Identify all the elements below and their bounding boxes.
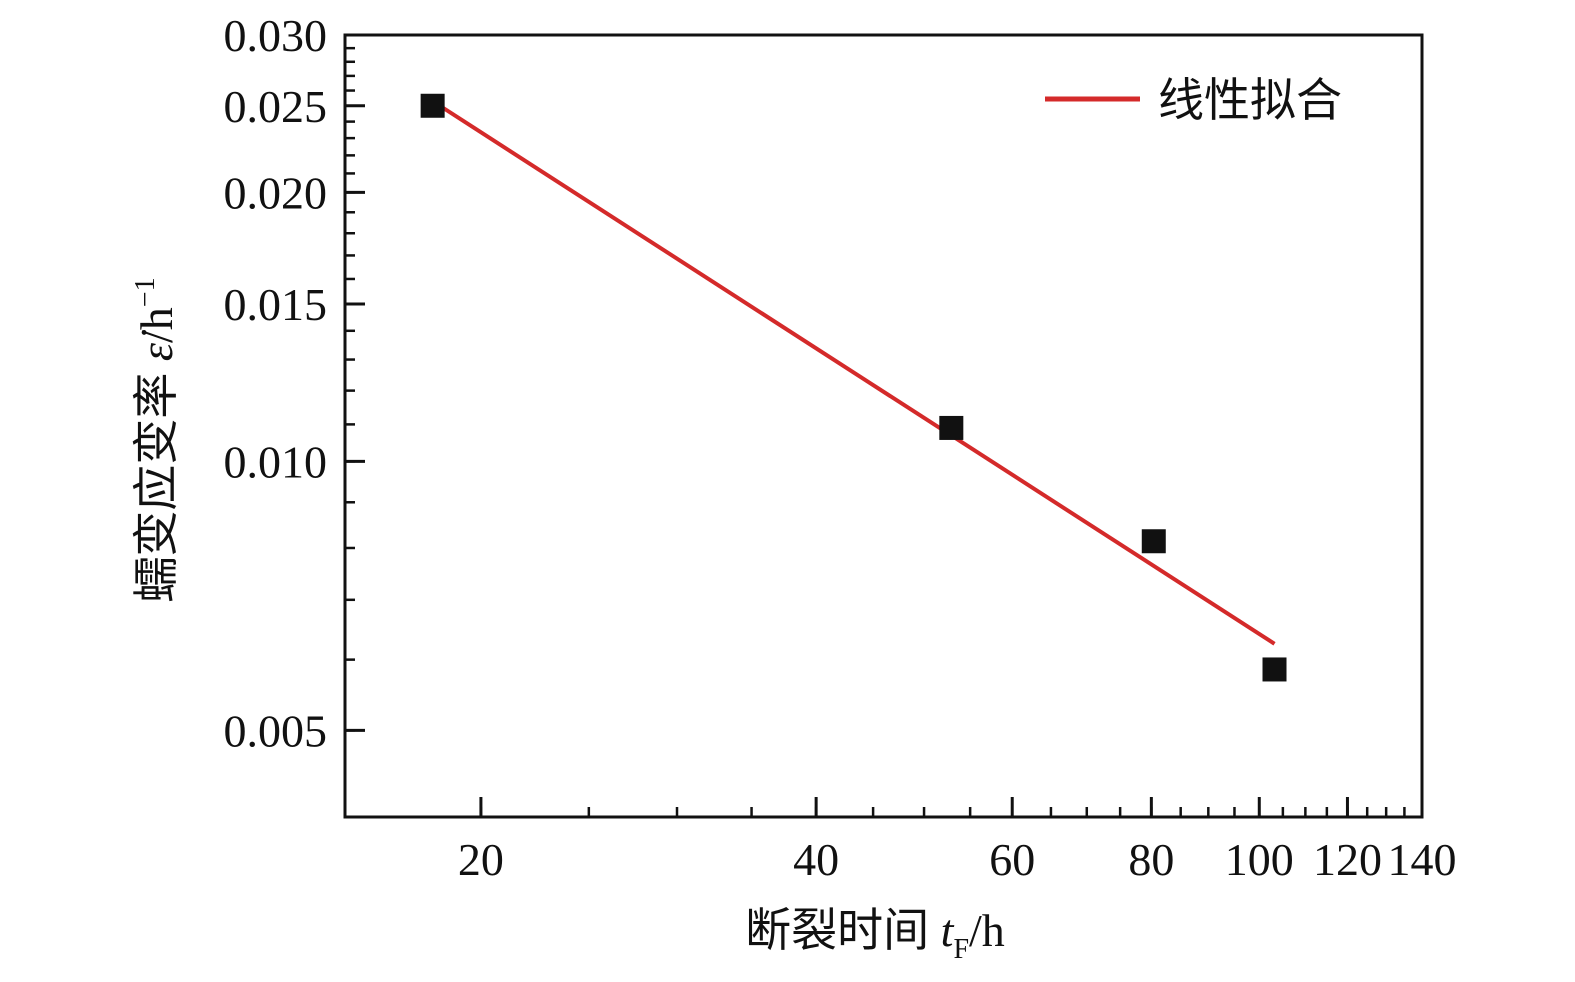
x-tick-label: 100 — [1225, 834, 1294, 885]
data-point — [420, 93, 445, 118]
fit-line — [431, 99, 1276, 646]
data-point — [939, 415, 964, 440]
y-tick-label: 0.005 — [224, 705, 328, 756]
data-point — [1141, 529, 1166, 554]
x-tick-label: 20 — [458, 834, 504, 885]
data-point — [1262, 657, 1287, 682]
x-tick-label: 60 — [989, 834, 1035, 885]
y-axis-sup: −1 — [130, 277, 161, 307]
y-tick-label: 0.030 — [224, 10, 328, 61]
x-axis-unit: /h — [969, 905, 1005, 956]
plot-frame — [343, 33, 1424, 819]
legend-label: 线性拟合 — [1158, 75, 1342, 126]
y-tick-label: 0.020 — [224, 167, 328, 218]
x-tick-label: 140 — [1388, 834, 1457, 885]
y-tick-label: 0.010 — [224, 436, 328, 487]
x-tick-label: 80 — [1128, 834, 1174, 885]
y-axis-unit: /h — [131, 307, 182, 343]
x-tick-label: 40 — [793, 834, 839, 885]
x-axis-var: t — [941, 905, 955, 956]
x-axis-sub: F — [953, 934, 969, 965]
y-axis-title-text: 蠕变应变率 — [131, 361, 182, 603]
x-axis-title: 断裂时间 tF/h — [745, 905, 1005, 965]
axis-ticks: 20 40 60 80 100 120 140 0.005 0.010 0.015 0.020 0.0… — [224, 10, 1457, 885]
data-marks — [420, 93, 1287, 682]
x-axis-title-text: 断裂时间 — [745, 905, 941, 956]
x-tick-label: 120 — [1313, 834, 1382, 885]
legend: 线性拟合 — [1045, 75, 1342, 126]
y-tick-label: 0.015 — [224, 279, 328, 330]
y-tick-label: 0.025 — [224, 81, 328, 132]
y-axis-title: 蠕变应变率 ε̇/h−1 — [130, 277, 182, 602]
